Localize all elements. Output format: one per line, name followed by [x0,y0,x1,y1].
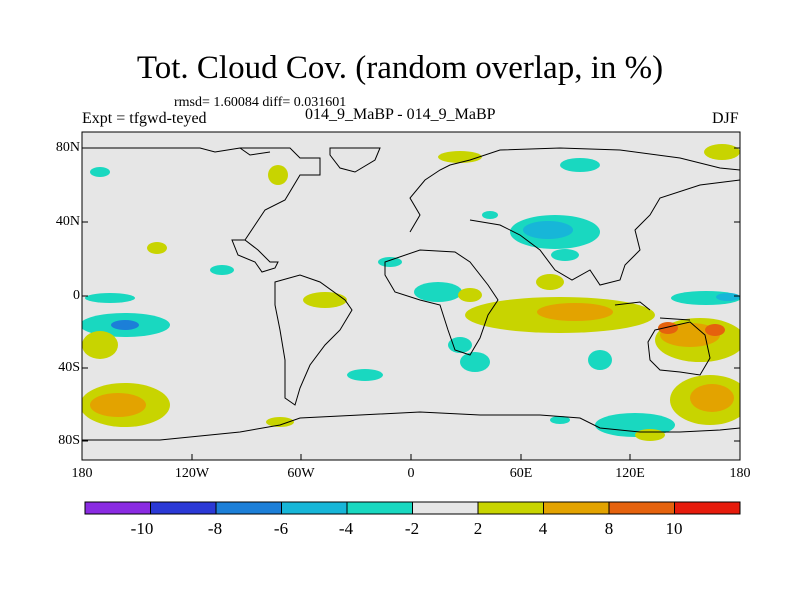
colorbar-label: -6 [273,519,289,538]
coastlines [82,147,740,441]
coastline-greenland [329,147,381,173]
colorbar-label: 8 [604,519,614,538]
field-patch [303,292,347,308]
field-patch [704,144,740,160]
lon-label: 60E [509,466,533,481]
colorbar-box [608,501,675,515]
difference-label: 014_9_MaBP - 014_9_MaBP [305,106,496,123]
field-patch [347,369,383,381]
axis-ticks [82,147,740,460]
coastline-antarctica [82,411,740,441]
colorbar-box [84,501,151,515]
field-patch [90,167,110,177]
field-patch [378,257,402,267]
colorbar-label: 2 [473,519,483,538]
lon-label: 120W [174,466,210,481]
field-patch [536,274,564,290]
cloud-anomaly-field [82,144,740,441]
coastline-south-america [274,274,353,406]
map-background [82,132,740,460]
season-label: DJF [712,110,739,127]
experiment-label: Expt = tfgwd-teyed [82,110,207,127]
field-patch [690,384,734,412]
field-patch [460,352,490,372]
field-patch [705,324,725,336]
colorbar-label: -2 [404,519,420,538]
lat-label: 80S [58,433,80,448]
coastline-eurasia [409,147,740,286]
colorbar-box [150,501,217,515]
field-patch [210,265,234,275]
colorbar-box [674,501,741,515]
field-patch [448,337,472,353]
colorbar-box [543,501,610,515]
stats-label: rmsd= 1.60084 diff= 0.031601 [174,95,347,110]
field-patch [551,249,579,261]
lon-label: 180 [71,466,93,481]
field-patch [588,350,612,370]
field-patch [560,158,600,172]
field-patch [82,331,118,359]
field-patch [523,221,573,239]
colorbar-label: -8 [207,519,223,538]
field-patch [635,429,665,441]
field-patch [268,165,288,185]
colorbar-label: -4 [338,519,354,538]
field-patch [550,416,570,424]
lon-label: 180 [729,466,751,481]
field-patch [716,293,740,301]
lat-label: 40S [58,360,80,375]
field-patch [458,288,482,302]
lon-label: 120E [615,466,645,481]
lat-label: 80N [55,140,80,155]
colorbar-box [346,501,413,515]
field-patch [85,293,135,303]
coastline-indonesia [614,301,691,321]
colorbar-box [281,501,348,515]
colorbar-label: 4 [538,519,548,538]
coastline-africa [384,249,499,356]
colorbar-label: -10 [130,519,154,538]
lon-label: 60W [287,466,315,481]
field-patch [90,393,146,417]
field-patch [266,417,294,427]
field-patch [482,211,498,219]
field-patch [537,303,613,321]
field-patch [111,320,139,330]
coastline-australia [647,321,711,376]
colorbar-box [477,501,544,515]
colorbar-label: 10 [665,519,683,538]
field-patch [147,242,167,254]
field-patch [438,151,482,163]
coastline-north-america [82,147,321,273]
field-patch [414,282,462,302]
lat-label: 40N [55,214,80,229]
colorbar [84,501,741,515]
colorbar-box [215,501,282,515]
lat-label: 0 [73,288,80,303]
lon-label: 0 [407,466,415,481]
field-patch [658,322,678,334]
colorbar-box [412,501,479,515]
plot-title: Tot. Cloud Cov. (random overlap, in %) [136,50,664,86]
